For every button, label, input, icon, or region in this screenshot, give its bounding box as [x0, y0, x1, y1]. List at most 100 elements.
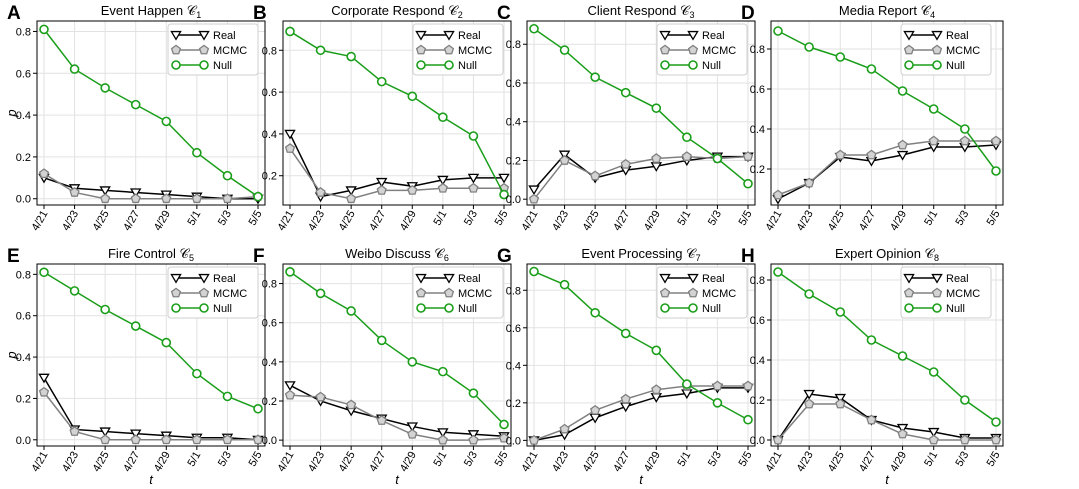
point-mcmc [928, 434, 939, 445]
point-real [38, 373, 50, 384]
x-tick-label: 5/1 [675, 209, 693, 228]
legend-box [900, 266, 992, 319]
legend: Real MCMC Null [412, 23, 504, 76]
series-line-mcmc [289, 148, 504, 200]
legend-marker [443, 273, 455, 284]
x-tick-label: 5/5 [985, 450, 1003, 469]
y-tick-label: 0.8 [750, 44, 765, 56]
x-tick-label: 4/25 [337, 209, 358, 234]
panel-title-subscript: 1 [196, 10, 201, 20]
x-tick-label: 5/3 [706, 209, 724, 228]
panel-title-subscript: 5 [189, 253, 194, 263]
point-mcmc [161, 193, 172, 204]
x-tick-label: 5/5 [247, 209, 265, 228]
point-null [712, 153, 723, 164]
legend-marker [687, 287, 699, 298]
panel-title-symbol: 𝒞 [187, 3, 198, 18]
x-tick-label: 4/23 [60, 450, 81, 475]
legend-box [656, 23, 748, 76]
legend-marker [199, 60, 209, 70]
legend: Real MCMC Null [900, 23, 992, 76]
legend-label-real: Real [702, 30, 725, 42]
legend-box [412, 23, 504, 76]
point-null [376, 76, 387, 87]
point-real [896, 423, 909, 434]
point-mcmc [222, 193, 233, 204]
x-tick-label: 4/23 [550, 450, 571, 475]
series-line-real [777, 144, 997, 200]
panel-title-symbol: 𝒞 [680, 3, 691, 18]
point-mcmc [804, 398, 815, 409]
point-null [804, 289, 814, 299]
panel-letter: E [7, 246, 20, 267]
axes-frame [526, 263, 756, 447]
point-mcmc [315, 187, 326, 197]
point-real [927, 427, 940, 438]
y-axis-label: p [4, 109, 19, 117]
point-null [161, 337, 172, 348]
point-real [896, 150, 909, 161]
point-mcmc [100, 193, 111, 204]
point-mcmc [742, 151, 754, 161]
series-line-null [43, 271, 259, 410]
point-real [284, 129, 296, 140]
series-line-mcmc [777, 403, 996, 441]
point-null [468, 388, 479, 398]
x-tick-label: 4/25 [337, 450, 358, 475]
point-null [682, 132, 692, 143]
x-tick-label: 4/27 [611, 209, 632, 234]
legend-marker [415, 44, 427, 55]
point-real [345, 186, 357, 197]
point-null [866, 64, 877, 74]
y-tick-label: 0.2 [262, 396, 277, 408]
panel-title: Corporate Respond 𝒞2 [331, 3, 463, 20]
legend-marker [687, 44, 699, 55]
point-null [222, 170, 233, 181]
panel-letter: F [253, 246, 265, 267]
x-tick-label: 5/3 [462, 209, 480, 228]
axes-frame [36, 20, 266, 206]
point-real [437, 428, 449, 438]
legend-marker [170, 44, 182, 55]
point-mcmc [346, 193, 357, 204]
legend-marker [444, 60, 454, 70]
legend-marker [687, 30, 699, 41]
panel-f: 0.0 0.2 0.4 0.6 0.8 4/21 4/23 4/25 4/27 4/29 5/1 5/… [253, 246, 512, 487]
series-line-null [777, 271, 997, 423]
point-null [928, 104, 939, 114]
y-tick-label: 0.4 [16, 110, 31, 122]
x-tick-label: 4/21 [29, 209, 50, 234]
x-tick-label: 4/23 [795, 209, 816, 234]
point-null [559, 279, 570, 290]
x-tick-label: 5/5 [493, 450, 511, 469]
legend-box [412, 266, 504, 319]
legend-marker [659, 287, 671, 298]
legend-box [167, 23, 259, 76]
y-axis-label: p [4, 351, 19, 359]
legend-box [900, 23, 992, 76]
legend-label-mcmc: MCMC [458, 288, 492, 300]
x-tick-label: 4/27 [121, 209, 142, 234]
y-tick-label: 0.8 [750, 275, 765, 287]
legend-marker [903, 287, 915, 298]
point-null [69, 286, 80, 296]
point-mcmc [407, 428, 418, 439]
legend-label-null: Null [702, 60, 721, 72]
point-null [960, 124, 970, 134]
point-real [437, 175, 449, 186]
y-tick-label: 0.2 [506, 398, 521, 410]
x-tick-label: 5/5 [737, 450, 755, 469]
legend-marker [688, 60, 698, 70]
y-tick-label: 0.6 [16, 68, 31, 80]
x-tick-label: 4/27 [611, 450, 632, 475]
panel-letter: D [741, 3, 755, 24]
point-mcmc [959, 135, 970, 146]
point-mcmc [681, 151, 692, 161]
legend-marker [198, 273, 210, 284]
point-null [130, 321, 141, 331]
legend-box [656, 266, 748, 319]
point-mcmc [191, 193, 202, 204]
series-line-mcmc [533, 155, 749, 200]
legend-marker [687, 273, 699, 284]
point-null [161, 116, 172, 127]
